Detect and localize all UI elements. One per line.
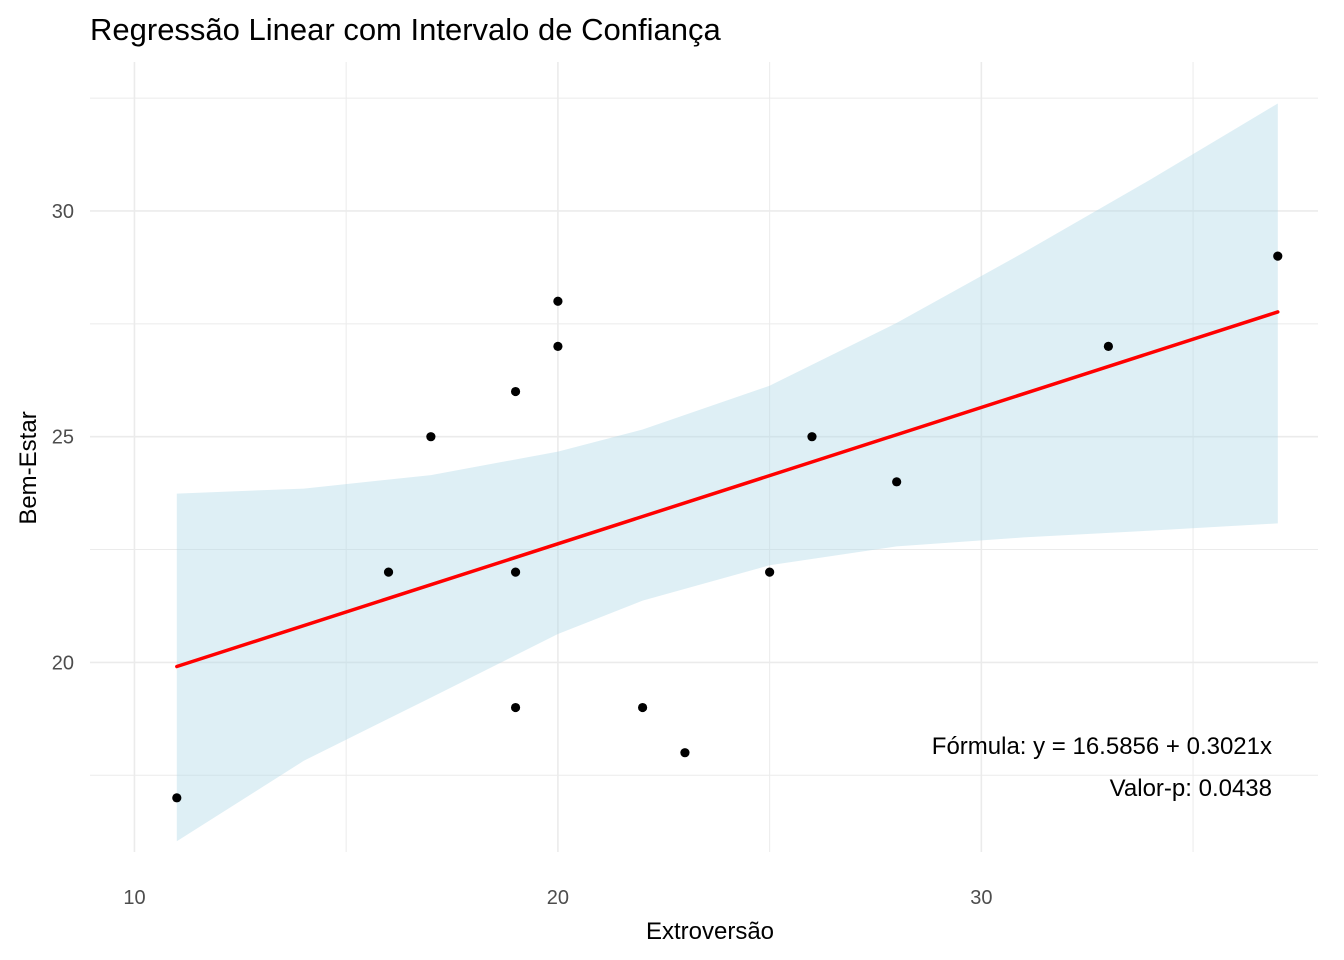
- data-point: [553, 341, 563, 351]
- regression-line-layer: [175, 310, 1280, 669]
- confidence-band-layer: [176, 103, 1278, 842]
- confidence-band: [176, 103, 1278, 842]
- pvalue-annotation: Valor-p: 0.0438: [1110, 775, 1272, 802]
- y-tick-label: 25: [52, 427, 74, 449]
- x-tick-label: 20: [547, 887, 569, 909]
- data-point: [426, 432, 436, 442]
- data-point: [638, 702, 648, 713]
- x-tick-labels: 10 20 30: [123, 887, 992, 909]
- data-point: [510, 702, 521, 713]
- y-tick-label: 20: [52, 652, 74, 674]
- data-point: [765, 567, 775, 577]
- data-point: [383, 567, 394, 577]
- data-point: [807, 432, 817, 442]
- y-tick-label: 30: [52, 201, 74, 223]
- x-axis-title: Extroversão: [646, 918, 774, 945]
- major-gridlines: [90, 62, 1318, 852]
- data-point: [510, 386, 521, 397]
- data-points-layer: [172, 251, 1283, 803]
- data-point: [680, 748, 690, 758]
- y-tick-labels: 20 25 30: [52, 201, 74, 674]
- minor-gridlines: [90, 62, 1318, 852]
- data-point: [172, 793, 182, 803]
- data-point: [1273, 251, 1283, 261]
- x-tick-label: 10: [123, 887, 145, 909]
- data-point: [510, 567, 521, 577]
- x-tick-label: 30: [970, 887, 992, 909]
- data-point: [553, 296, 563, 306]
- data-point: [892, 477, 902, 487]
- y-axis-title: Bem-Estar: [15, 411, 42, 524]
- formula-annotation: Fórmula: y = 16.5856 + 0.3021x: [932, 733, 1272, 760]
- data-point: [1103, 341, 1113, 351]
- chart-title: Regressão Linear com Intervalo de Confia…: [90, 12, 721, 47]
- regression-line: [175, 310, 1280, 669]
